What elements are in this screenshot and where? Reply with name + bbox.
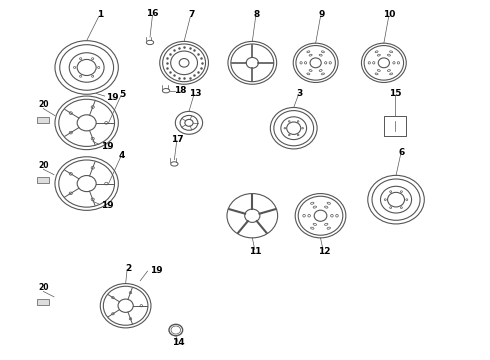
Text: 19: 19 <box>101 141 114 150</box>
Ellipse shape <box>69 192 73 195</box>
Text: 19: 19 <box>101 201 114 210</box>
Ellipse shape <box>91 137 94 140</box>
Text: 11: 11 <box>249 247 262 256</box>
Ellipse shape <box>69 112 73 114</box>
Text: 20: 20 <box>38 283 49 292</box>
Ellipse shape <box>69 131 73 134</box>
Text: 17: 17 <box>172 135 184 144</box>
Ellipse shape <box>91 166 94 169</box>
Ellipse shape <box>112 313 114 315</box>
Bar <box>37 177 49 183</box>
Ellipse shape <box>105 182 108 185</box>
Ellipse shape <box>129 292 132 294</box>
Text: 16: 16 <box>146 9 159 18</box>
Text: 15: 15 <box>389 89 401 98</box>
Text: 7: 7 <box>188 10 195 19</box>
Ellipse shape <box>112 297 114 299</box>
Text: 19: 19 <box>106 93 119 102</box>
Text: 14: 14 <box>172 338 185 347</box>
Ellipse shape <box>140 305 143 307</box>
Text: 3: 3 <box>296 89 303 98</box>
Ellipse shape <box>162 89 170 93</box>
Ellipse shape <box>129 318 132 320</box>
Text: 5: 5 <box>119 90 125 99</box>
Text: 6: 6 <box>399 148 405 157</box>
Ellipse shape <box>69 172 73 175</box>
Bar <box>37 117 49 123</box>
Bar <box>37 299 49 305</box>
Text: 2: 2 <box>125 264 131 273</box>
Text: 20: 20 <box>38 161 49 170</box>
Text: 19: 19 <box>150 266 163 275</box>
Ellipse shape <box>91 198 94 201</box>
Text: 20: 20 <box>38 100 49 109</box>
Text: 13: 13 <box>189 89 201 98</box>
Ellipse shape <box>147 40 154 45</box>
Text: 1: 1 <box>97 10 103 19</box>
Text: 12: 12 <box>318 247 330 256</box>
Text: 9: 9 <box>318 10 325 19</box>
Ellipse shape <box>105 122 108 124</box>
Text: 10: 10 <box>384 10 396 19</box>
Text: 18: 18 <box>174 86 186 95</box>
Ellipse shape <box>91 106 94 108</box>
Text: 4: 4 <box>119 151 125 160</box>
Ellipse shape <box>171 162 178 166</box>
Text: 8: 8 <box>253 10 260 19</box>
